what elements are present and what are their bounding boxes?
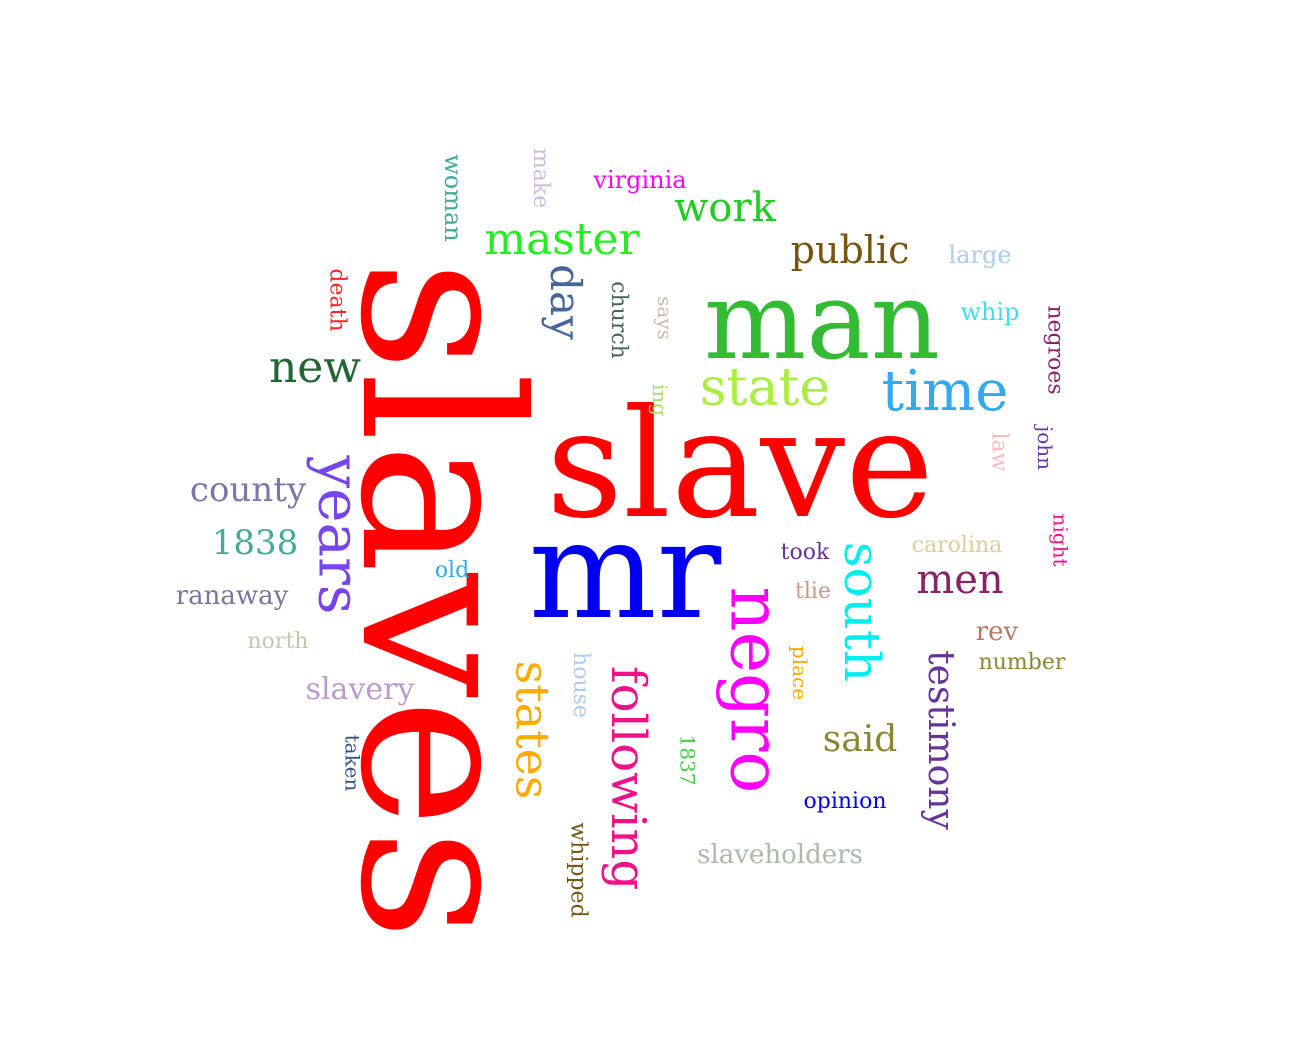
word-slave: slave [546, 378, 934, 552]
word-negro: negro [714, 586, 796, 794]
word-carolina: carolina [911, 533, 1003, 558]
word-day: day [541, 264, 590, 340]
word-says: says [653, 296, 677, 340]
word-ing: ing [648, 383, 672, 417]
word-work: work [674, 185, 776, 231]
word-virginia: virginia [593, 166, 687, 194]
word-rev: rev [975, 617, 1019, 647]
word-state: state [699, 358, 831, 418]
word-slavery: slavery [305, 672, 415, 707]
word-tlie: tlie [795, 579, 831, 604]
word-county: county [189, 470, 307, 510]
word-church: church [605, 281, 631, 359]
word-time: time [881, 359, 1009, 424]
word-large: large [948, 241, 1012, 269]
word-master: master [484, 214, 640, 265]
word-north: north [247, 629, 309, 654]
word-law: law [985, 432, 1011, 472]
word-1837: 1837 [675, 734, 699, 786]
word-testimony: testimony [920, 650, 961, 830]
word-years: years [305, 455, 374, 615]
word-number: number [978, 650, 1066, 675]
word-woman: woman [438, 154, 467, 242]
word-house: house [568, 652, 593, 718]
word-south: south [832, 541, 891, 683]
word-whip: whip [960, 298, 1020, 326]
word-opinion: opinion [803, 789, 887, 814]
word-following: following [600, 665, 656, 891]
word-said: said [822, 719, 898, 760]
word-states: states [505, 660, 559, 800]
word-negroes: negroes [1043, 305, 1068, 395]
word-old: old [434, 558, 470, 583]
word-taken: taken [339, 734, 364, 792]
word-place: place [787, 645, 812, 701]
word-make: make [527, 147, 553, 209]
word-man: man [703, 259, 941, 384]
word-new: new [268, 342, 362, 393]
word-whipped: whipped [566, 822, 591, 918]
word-1838: 1838 [211, 523, 299, 563]
word-ranaway: ranaway [175, 581, 289, 611]
word-mr: mr [528, 491, 722, 649]
word-slaveholders: slaveholders [697, 840, 863, 870]
word-took: took [780, 540, 830, 565]
word-men: men [916, 557, 1004, 603]
word-night: night [1048, 513, 1072, 567]
word-public: public [790, 228, 910, 272]
word-john: john [1032, 425, 1057, 471]
word-death: death [324, 268, 350, 332]
